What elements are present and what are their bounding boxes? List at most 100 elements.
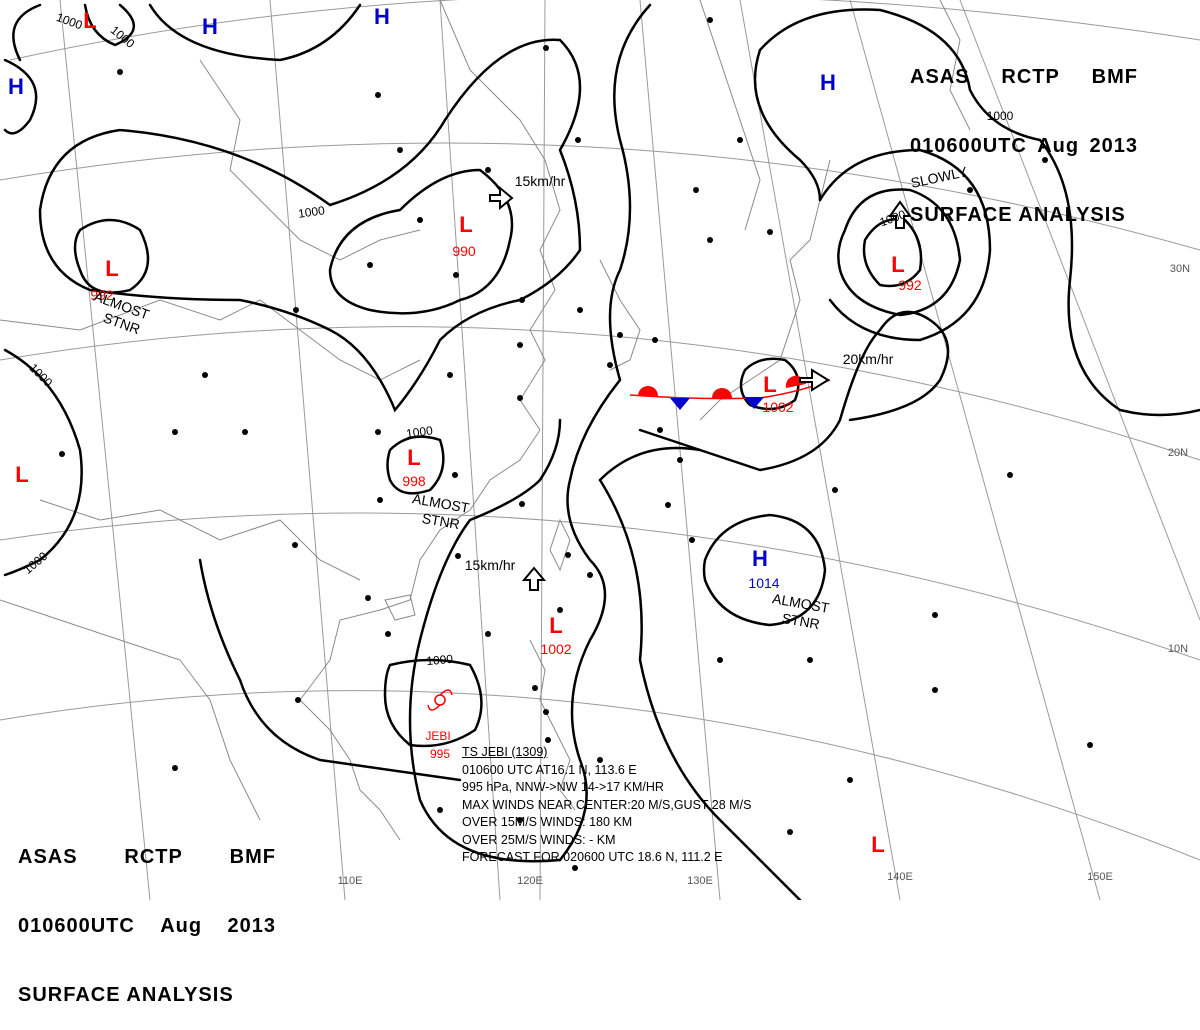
meridian-line [959, 0, 1200, 621]
station-dot [1007, 472, 1013, 478]
motion-notes: ALMOSTSTNRALMOSTSTNRALMOSTSTNRSLOWLY15km… [92, 163, 969, 632]
motion-arrows [489, 185, 912, 591]
low-center-symbol: L [105, 256, 118, 281]
longitude-label: 120E [517, 875, 543, 887]
station-dot [557, 607, 563, 613]
station-dot [787, 829, 793, 835]
center-pressure-value: 992 [898, 277, 922, 293]
isobar-value-label: 1000 [297, 203, 326, 221]
coastline-china [299, 0, 561, 701]
station-dot [737, 137, 743, 143]
station-dot [517, 395, 523, 401]
latlon-grid [0, 0, 1200, 900]
coastline-hainan [384, 594, 416, 621]
motion-note: 20km/hr [843, 351, 894, 367]
station-dot [967, 187, 973, 193]
station-dot [587, 572, 593, 578]
motion-note: 15km/hr [465, 557, 516, 573]
motion-note: 15km/hr [515, 173, 566, 189]
high-center-symbol: H [202, 14, 218, 39]
station-dot [485, 631, 491, 637]
isobar-line [739, 357, 800, 411]
station-dot [693, 187, 699, 193]
center-pressure-value: 998 [402, 473, 426, 489]
header-title: SURFACE ANALYSIS [18, 984, 234, 1006]
motion-arrow [521, 566, 547, 591]
isobar-line [38, 38, 582, 413]
station-dot [365, 595, 371, 601]
header-time: 010600UTC [18, 915, 135, 937]
latitude-label: 30N [1170, 263, 1190, 275]
typhoon-spiral-icon [427, 689, 453, 711]
parallel-line [9, 0, 1200, 61]
header-code: BMF [1091, 66, 1138, 88]
longitude-label: 150E [1087, 871, 1113, 883]
station-dot [932, 612, 938, 618]
bulletin-line: 995 hPa, NNW->NW 14->17 KM/HR [462, 780, 664, 794]
bulletin-line: 010600 UTC AT16.1 N, 113.6 E [462, 762, 637, 777]
bulletin-line: OVER 25M/S WINDS: - KM [462, 832, 616, 847]
motion-arrow [799, 368, 830, 392]
coastlines [0, 0, 971, 841]
border-line [0, 299, 421, 381]
station-dot [707, 17, 713, 23]
isobars [3, 3, 1200, 900]
meridian-line [739, 0, 901, 900]
bulletin-line: MAX WINDS NEAR CENTER:20 M/S,GUST 28 M/S [462, 797, 752, 812]
isobar-line [598, 446, 702, 482]
isobar-line [12, 3, 42, 62]
station-dot [545, 737, 551, 743]
station-dot [677, 457, 683, 463]
station-dot [375, 429, 381, 435]
isobar-value-label: 1000 [405, 423, 434, 441]
motion-arrow [888, 200, 912, 229]
low-center-symbol: L [871, 832, 884, 857]
center-pressure-value: 1002 [762, 399, 793, 415]
parallel-line [0, 690, 1200, 861]
isobar-line [3, 58, 38, 135]
typhoon-name-label: JEBI [425, 729, 450, 743]
isobar-line [148, 3, 362, 62]
station-dot [202, 372, 208, 378]
header-station: RCTP [124, 846, 183, 868]
high-center-symbol: H [374, 4, 390, 29]
typhoon-pressure-label: 995 [430, 747, 450, 761]
coastline-indochina [299, 699, 401, 841]
center-pressure-value: 990 [452, 243, 476, 259]
isobar-line [598, 478, 802, 900]
header-time: 010600UTC [910, 135, 1027, 157]
center-pressure-value: 1002 [540, 641, 571, 657]
station-dot [447, 372, 453, 378]
station-dot [452, 472, 458, 478]
isobar-line [73, 218, 150, 294]
isobar-line [83, 3, 136, 47]
station-dot [665, 502, 671, 508]
station-dot [532, 685, 538, 691]
header-month: Aug [160, 915, 203, 937]
header-year: 2013 [227, 915, 276, 937]
isobar-line [753, 48, 822, 202]
station-dot [117, 69, 123, 75]
typhoon-label: JEBI 995 [425, 729, 450, 761]
high-center-symbol: H [820, 70, 836, 95]
isobar-line [638, 310, 950, 472]
station-dot [717, 657, 723, 663]
border-line [199, 59, 421, 261]
bulletin-line: FORECAST FOR 020600 UTC 18.6 N, 111.2 E [462, 850, 723, 864]
motion-note: STNR [781, 610, 821, 632]
grid-labels: 110E 120E 130E 140E 150E 30N 20N 10N [338, 263, 1191, 887]
parallel-line [0, 326, 1200, 461]
map-header-bottom-left: ASAS RCTP BMF 010600UTC Aug 2013 SURFACE… [18, 800, 276, 1030]
border-line [39, 499, 361, 581]
header-station: RCTP [1001, 66, 1060, 88]
map-header-top-right: ASAS RCTP BMF 010600UTC Aug 2013 SURFACE… [910, 20, 1138, 250]
motion-note: STNR [421, 510, 461, 532]
high-center-symbol: H [8, 74, 24, 99]
station-dot [59, 451, 65, 457]
station-dot [617, 332, 623, 338]
isobar-line [558, 3, 652, 862]
isobar-line [818, 148, 992, 342]
low-center-symbol: L [459, 212, 472, 237]
isobar-line [328, 168, 514, 315]
station-dot [543, 45, 549, 51]
